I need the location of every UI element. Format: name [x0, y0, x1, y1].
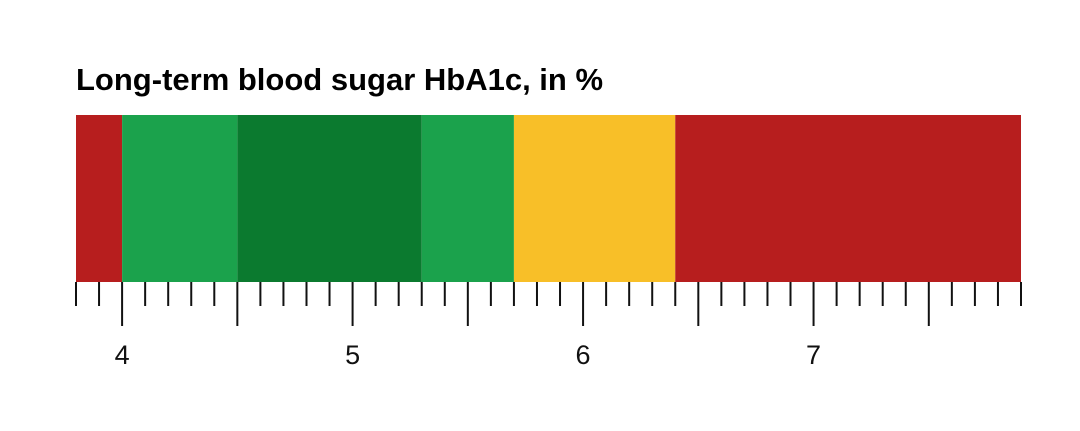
tick-label: 4 — [115, 340, 130, 370]
x-axis-ticks — [75, 282, 1022, 326]
range-segment-4 — [421, 115, 514, 282]
tick-label: 7 — [806, 340, 821, 370]
range-segment-5 — [513, 115, 676, 282]
chart-title: Long-term blood sugar HbA1c, in % — [76, 62, 604, 97]
tick-label: 6 — [576, 340, 591, 370]
color-band — [76, 115, 1021, 282]
x-axis-labels: 4 5 6 7 — [115, 340, 821, 370]
range-segment-6 — [675, 115, 1021, 282]
range-segment-1 — [76, 115, 123, 282]
range-segment-3 — [237, 115, 422, 282]
range-segment-2 — [122, 115, 238, 282]
tick-label: 5 — [345, 340, 360, 370]
